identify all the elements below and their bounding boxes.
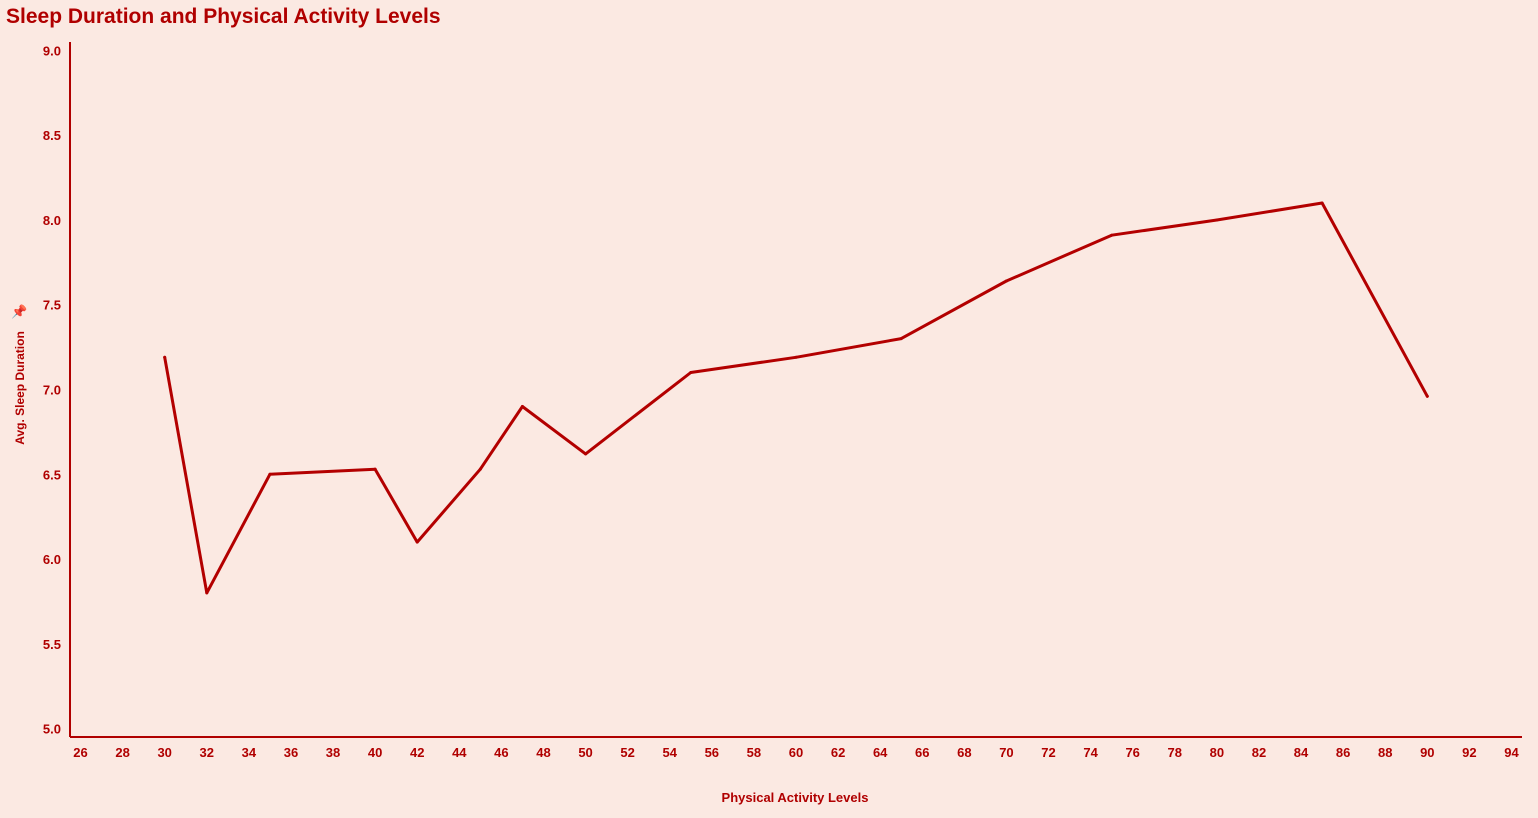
data-point xyxy=(415,540,419,544)
x-tick-label: 74 xyxy=(1083,745,1098,760)
x-tick-label: 36 xyxy=(284,745,298,760)
data-point xyxy=(478,467,482,471)
x-tick-label: 58 xyxy=(747,745,761,760)
x-tick-label: 72 xyxy=(1041,745,1055,760)
data-point xyxy=(1425,394,1429,398)
x-tick-label: 76 xyxy=(1125,745,1139,760)
data-point xyxy=(205,591,209,595)
data-point xyxy=(794,355,798,359)
x-tick-label: 88 xyxy=(1378,745,1392,760)
x-tick-label: 28 xyxy=(115,745,129,760)
y-tick-label: 7.5 xyxy=(43,298,61,313)
x-tick-label: 32 xyxy=(200,745,214,760)
x-tick-label: 78 xyxy=(1168,745,1182,760)
y-tick-label: 6.5 xyxy=(43,467,61,482)
y-tick-label: 8.0 xyxy=(43,213,61,228)
y-tick-label: 8.5 xyxy=(43,128,61,143)
x-tick-label: 50 xyxy=(578,745,592,760)
data-point xyxy=(1320,201,1324,205)
y-tick-label: 7.0 xyxy=(43,383,61,398)
x-tick-label: 34 xyxy=(242,745,257,760)
y-tick-label: 6.0 xyxy=(43,552,61,567)
data-point xyxy=(584,452,588,456)
x-tick-label: 38 xyxy=(326,745,340,760)
series-line xyxy=(163,201,1429,595)
data-point xyxy=(899,337,903,341)
x-tick-label: 42 xyxy=(410,745,424,760)
x-tick-label: 94 xyxy=(1504,745,1519,760)
x-tick-label: 80 xyxy=(1210,745,1224,760)
x-tick-label: 66 xyxy=(915,745,929,760)
x-tick-label: 62 xyxy=(831,745,845,760)
x-tick-label: 46 xyxy=(494,745,508,760)
x-axis-label: Physical Activity Levels xyxy=(722,790,869,805)
x-tick-label: 40 xyxy=(368,745,382,760)
x-tick-label: 54 xyxy=(663,745,678,760)
data-point xyxy=(520,404,524,408)
y-tick-label: 9.0 xyxy=(43,43,61,58)
chart-title: Sleep Duration and Physical Activity Lev… xyxy=(6,5,441,28)
x-tick-label: 56 xyxy=(705,745,719,760)
x-tick-label: 30 xyxy=(157,745,171,760)
data-point xyxy=(163,355,167,359)
x-axis: 26 28 30 32 34 36 38 40 42 44 46 48 50 52 54 56 58 60 62 64… xyxy=(70,736,1522,760)
x-tick-label: 64 xyxy=(873,745,888,760)
x-tick-label: 92 xyxy=(1462,745,1476,760)
x-tick-label: 52 xyxy=(620,745,634,760)
data-point xyxy=(1004,279,1008,283)
x-tick-label: 70 xyxy=(999,745,1013,760)
data-point xyxy=(689,371,693,375)
x-tick-label: 60 xyxy=(789,745,803,760)
y-axis: 5.0 5.5 6.0 6.5 7.0 7.5 8.0 8.5 9.0 xyxy=(43,42,71,737)
y-tick-label: 5.5 xyxy=(43,637,61,652)
y-axis-label: Avg. Sleep Duration xyxy=(13,331,27,445)
x-tick-label: 82 xyxy=(1252,745,1266,760)
x-tick-label: 68 xyxy=(957,745,971,760)
x-tick-label: 26 xyxy=(73,745,87,760)
data-point xyxy=(1110,233,1114,237)
pin-icon[interactable]: 📌 xyxy=(11,304,28,319)
x-tick-label: 48 xyxy=(536,745,550,760)
data-point xyxy=(373,467,377,471)
data-point xyxy=(268,472,272,476)
y-tick-label: 5.0 xyxy=(43,722,61,737)
x-tick-label: 90 xyxy=(1420,745,1434,760)
x-tick-label: 86 xyxy=(1336,745,1350,760)
series xyxy=(163,201,1429,595)
data-point xyxy=(1215,218,1219,222)
x-tick-label: 44 xyxy=(452,745,467,760)
x-tick-label: 84 xyxy=(1294,745,1309,760)
